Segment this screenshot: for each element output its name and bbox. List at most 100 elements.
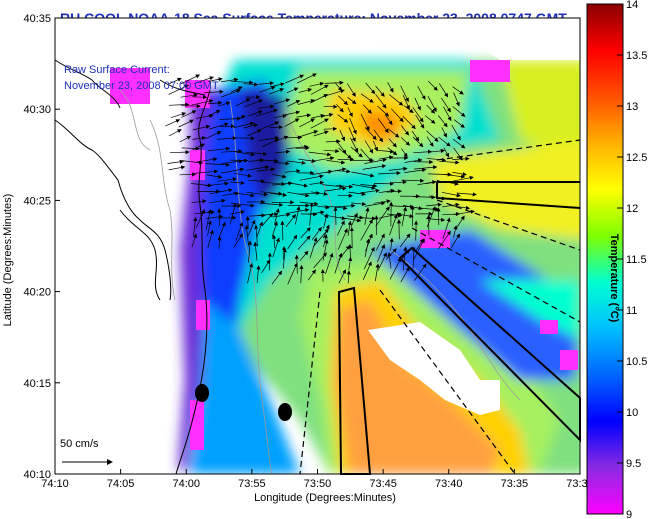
current-vector	[337, 114, 349, 123]
current-vector	[235, 221, 244, 241]
current-vector	[299, 201, 319, 206]
current-vector	[453, 92, 460, 107]
current-vector	[195, 113, 214, 119]
current-vector	[195, 209, 205, 229]
current-vector	[284, 168, 301, 174]
legend-line-2: November 23, 2008 07:00 GMT	[64, 80, 219, 92]
current-vector	[298, 88, 313, 93]
current-vector	[261, 259, 271, 274]
current-vector	[377, 105, 390, 117]
current-vector	[336, 220, 345, 236]
current-vector	[385, 115, 393, 126]
current-vector	[207, 229, 214, 248]
current-vector	[297, 191, 321, 196]
current-vector	[375, 233, 385, 251]
current-vector	[320, 112, 334, 118]
current-vector	[402, 115, 416, 130]
current-vector	[219, 116, 242, 121]
current-vector	[325, 139, 341, 144]
current-vector	[347, 83, 356, 97]
current-vector	[402, 246, 408, 271]
current-vector	[400, 266, 410, 283]
current-vector	[413, 149, 433, 154]
current-vector	[400, 137, 411, 146]
current-vector	[364, 157, 387, 164]
current-vector	[220, 89, 241, 98]
sst-field	[55, 18, 580, 474]
current-vector	[347, 97, 357, 105]
current-vector	[207, 77, 223, 82]
buoy-marker-east	[278, 403, 292, 421]
current-vector	[338, 147, 352, 159]
current-vector	[181, 160, 204, 165]
current-vector	[297, 98, 316, 105]
current-vector	[191, 199, 207, 204]
current-vector	[310, 191, 328, 196]
current-vector	[260, 121, 280, 130]
current-vector	[351, 171, 375, 178]
current-vector	[217, 236, 222, 249]
current-vector	[257, 167, 276, 172]
current-vector	[349, 117, 357, 135]
current-vector	[428, 148, 445, 153]
current-vector	[311, 113, 325, 119]
current-vector	[364, 238, 371, 258]
current-vector	[363, 246, 375, 270]
current-vector	[412, 107, 424, 123]
current-vector	[321, 184, 344, 189]
current-vector	[273, 161, 290, 166]
current-vector	[205, 181, 229, 187]
current-vector	[337, 228, 348, 250]
current-vector	[257, 104, 275, 109]
current-vector	[414, 165, 438, 170]
current-vector	[284, 110, 301, 116]
current-vector	[191, 99, 214, 106]
current-vector	[325, 252, 334, 275]
current-vector	[194, 76, 214, 84]
current-vector	[404, 158, 423, 163]
current-vector	[217, 136, 237, 141]
current-vector	[387, 128, 400, 138]
current-vector	[309, 81, 325, 87]
current-vector	[429, 195, 447, 201]
current-vector	[272, 237, 280, 258]
current-vector	[364, 140, 374, 154]
current-vector	[378, 188, 395, 194]
current-vector	[453, 119, 465, 128]
current-vector	[375, 94, 387, 109]
current-vector	[362, 104, 372, 114]
current-vector	[441, 97, 451, 113]
current-vector	[442, 211, 461, 217]
current-vector	[388, 166, 408, 171]
current-vector	[426, 104, 436, 114]
current-vector	[426, 136, 434, 147]
current-vector	[339, 129, 346, 142]
current-vector	[256, 158, 279, 163]
current-vector	[257, 212, 279, 217]
current-vector	[168, 129, 182, 137]
current-vector	[285, 214, 297, 228]
current-vector	[389, 237, 394, 251]
current-vector	[230, 86, 243, 93]
current-vector	[324, 80, 344, 85]
current-vector	[387, 147, 398, 156]
current-vector	[443, 173, 466, 179]
current-vector	[452, 156, 470, 161]
current-vector	[168, 84, 189, 95]
current-vector	[376, 149, 395, 154]
current-vector	[282, 248, 287, 269]
current-vector	[170, 112, 187, 119]
current-vector	[389, 257, 402, 280]
current-vector	[221, 149, 243, 154]
current-vector	[191, 233, 198, 248]
current-vector	[286, 208, 310, 214]
current-vector	[441, 191, 461, 198]
current-vector	[360, 183, 378, 188]
current-vector	[451, 124, 461, 141]
current-vector	[217, 177, 237, 182]
current-vector	[269, 192, 288, 197]
current-vector	[401, 125, 410, 136]
current-vector	[205, 209, 212, 230]
current-vector	[350, 146, 363, 158]
current-vector	[313, 252, 327, 269]
